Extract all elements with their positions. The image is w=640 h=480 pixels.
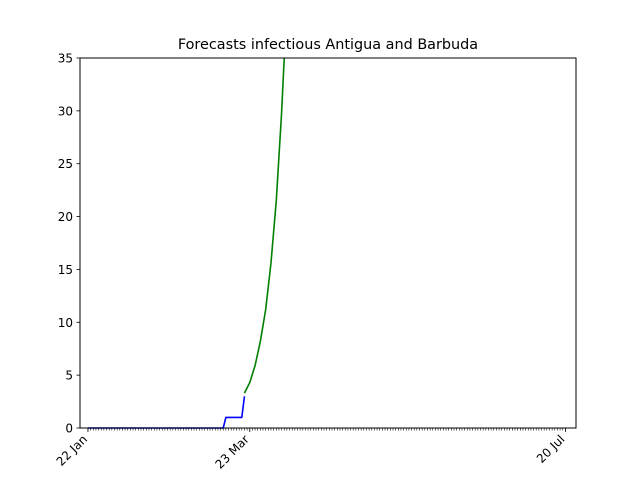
y-tick-label: 5 [65,369,73,383]
y-tick-label: 25 [58,157,73,171]
y-tick-label: 20 [58,210,73,224]
plot-frame [79,57,577,429]
y-tick-label: 0 [65,422,73,436]
chart-title: Forecasts infectious Antigua and Barbuda [178,37,478,53]
series-line [243,57,286,394]
y-tick-label: 15 [58,263,73,277]
y-tick-label: 30 [58,104,73,118]
y-tick-label: 35 [58,52,73,66]
y-tick-label: 10 [58,316,73,330]
